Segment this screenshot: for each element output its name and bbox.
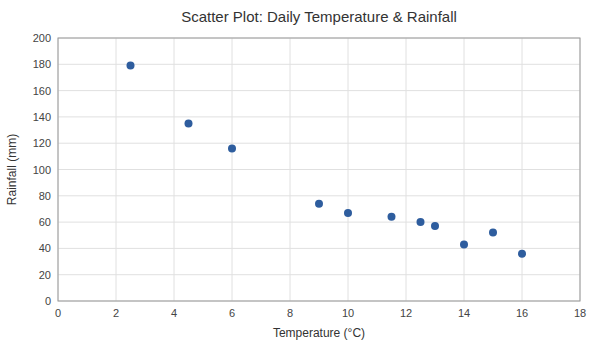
y-tick-label: 20	[39, 269, 51, 281]
x-tick-label: 6	[229, 307, 235, 319]
point	[315, 200, 323, 208]
y-tick-label: 80	[39, 190, 51, 202]
y-grid-line	[58, 248, 580, 249]
x-tick-label: 4	[171, 307, 177, 319]
point	[344, 209, 352, 217]
plot-background	[58, 38, 580, 301]
point	[127, 62, 135, 70]
y-grid-line	[58, 143, 580, 144]
x-tick-label: 16	[516, 307, 528, 319]
y-axis-label: Rainfall (mm)	[5, 134, 19, 205]
point	[417, 218, 425, 226]
y-tick-label: 0	[45, 295, 51, 307]
y-tick-label: 160	[33, 85, 51, 97]
y-grid-line	[58, 222, 580, 223]
y-grid-line	[58, 64, 580, 65]
y-tick-label: 40	[39, 242, 51, 254]
x-tick-label: 14	[458, 307, 470, 319]
y-grid-line	[58, 195, 580, 196]
y-tick-label: 200	[33, 32, 51, 44]
title: Scatter Plot: Daily Temperature & Rainfa…	[181, 8, 457, 25]
y-grid-line	[58, 274, 580, 275]
y-tick-label: 180	[33, 58, 51, 70]
x-tick-label: 2	[113, 307, 119, 319]
chart-container: 0246810121416180204060801001201401601802…	[0, 0, 602, 347]
y-grid-line	[58, 169, 580, 170]
y-grid-line	[58, 90, 580, 91]
y-tick-label: 120	[33, 137, 51, 149]
point	[228, 144, 236, 152]
points	[127, 62, 527, 258]
point	[185, 119, 193, 127]
x-tick-label: 8	[287, 307, 293, 319]
point	[388, 213, 396, 221]
x-tick-label: 10	[342, 307, 354, 319]
y-tick-label: 60	[39, 216, 51, 228]
y-tick-label: 100	[33, 164, 51, 176]
y-tick-label: 140	[33, 111, 51, 123]
x-tick-label: 0	[55, 307, 61, 319]
point	[489, 229, 497, 237]
y-grid-line	[58, 116, 580, 117]
x-tick-label: 12	[400, 307, 412, 319]
x-tick-label: 18	[574, 307, 586, 319]
point	[460, 240, 468, 248]
grid	[58, 38, 580, 301]
axes: 0246810121416180204060801001201401601802…	[33, 32, 586, 319]
x-axis-label: Temperature (°C)	[273, 326, 365, 340]
point	[431, 222, 439, 230]
point	[518, 250, 526, 258]
plot-frame	[58, 38, 580, 301]
chart: 0246810121416180204060801001201401601802…	[0, 0, 602, 347]
